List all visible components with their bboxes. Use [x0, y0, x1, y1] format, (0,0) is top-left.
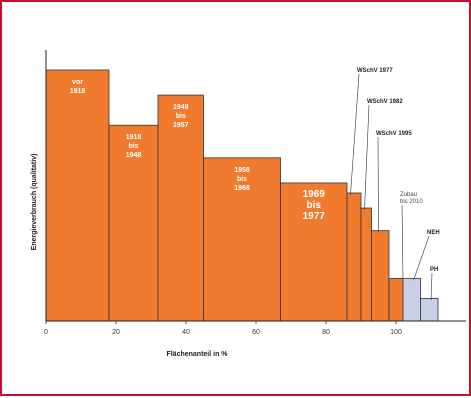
bars-layer: vor 1918 1918 bis 1948 1949 bis 1957 1958 bis 1968… — [45, 69, 439, 322]
x-tick-label: 0 — [44, 329, 48, 336]
bar-8 — [371, 230, 390, 322]
annotation-label: WSchV 1995 — [376, 131, 412, 137]
bar-4-label: 1958 — [234, 167, 250, 174]
annotation-label: WSchV 1982 — [367, 99, 403, 105]
y-axis-label: Energieverbrauch (qualitativ) — [31, 154, 38, 251]
bar-4 — [203, 157, 281, 322]
annotation-leader-line — [401, 204, 404, 278]
bar-4-label: 1968 — [234, 185, 250, 192]
bar-10 — [402, 277, 421, 322]
bar-7 — [360, 207, 372, 322]
bar-5-label: 1977 — [303, 211, 326, 222]
x-tick-label: 100 — [390, 329, 402, 336]
bar-3-label: 1957 — [173, 122, 189, 129]
bar-1-label: vor — [72, 79, 83, 86]
bar-1-label: 1918 — [70, 88, 86, 95]
bar-2-label: bis — [128, 143, 138, 150]
bar-11 — [420, 298, 439, 322]
bar-5-label: bis — [307, 200, 322, 211]
bar-3-label: bis — [176, 113, 186, 120]
annotation-label: bis 2010 — [400, 199, 423, 205]
bar-3-label: 1949 — [173, 104, 189, 111]
x-tick-label: 80 — [322, 329, 330, 336]
bar-4-label: bis — [237, 176, 247, 183]
x-tick-label: 20 — [112, 329, 120, 336]
x-axis-label: Flächenanteil in % — [166, 351, 228, 358]
x-tick-label: 60 — [252, 329, 260, 336]
annotation-label: WSchV 1977 — [357, 68, 393, 74]
bar-6 — [346, 192, 362, 322]
x-tick-label: 40 — [182, 329, 190, 336]
annotation-label: PH — [430, 267, 438, 273]
bar-2-label: 1948 — [126, 152, 142, 159]
bar-5 — [280, 182, 348, 322]
annotation-leader-line — [350, 73, 360, 196]
bar-5-label: 1969 — [303, 189, 326, 200]
annotation-leader-line — [413, 235, 430, 281]
bar-2 — [108, 124, 159, 322]
bar-1 — [45, 69, 110, 322]
bar-2-label: 1918 — [126, 134, 142, 141]
annotation-leader-line — [364, 104, 370, 211]
bar-9 — [388, 277, 404, 322]
annotation-leader-line — [377, 136, 379, 233]
annotation-label: NEH — [427, 230, 440, 236]
axes-layer: 0 20 40 60 80 100 — [44, 50, 466, 336]
annotation-leader-line — [430, 272, 433, 301]
annotation-label: Zubau — [400, 192, 417, 198]
bar-3 — [157, 94, 204, 322]
